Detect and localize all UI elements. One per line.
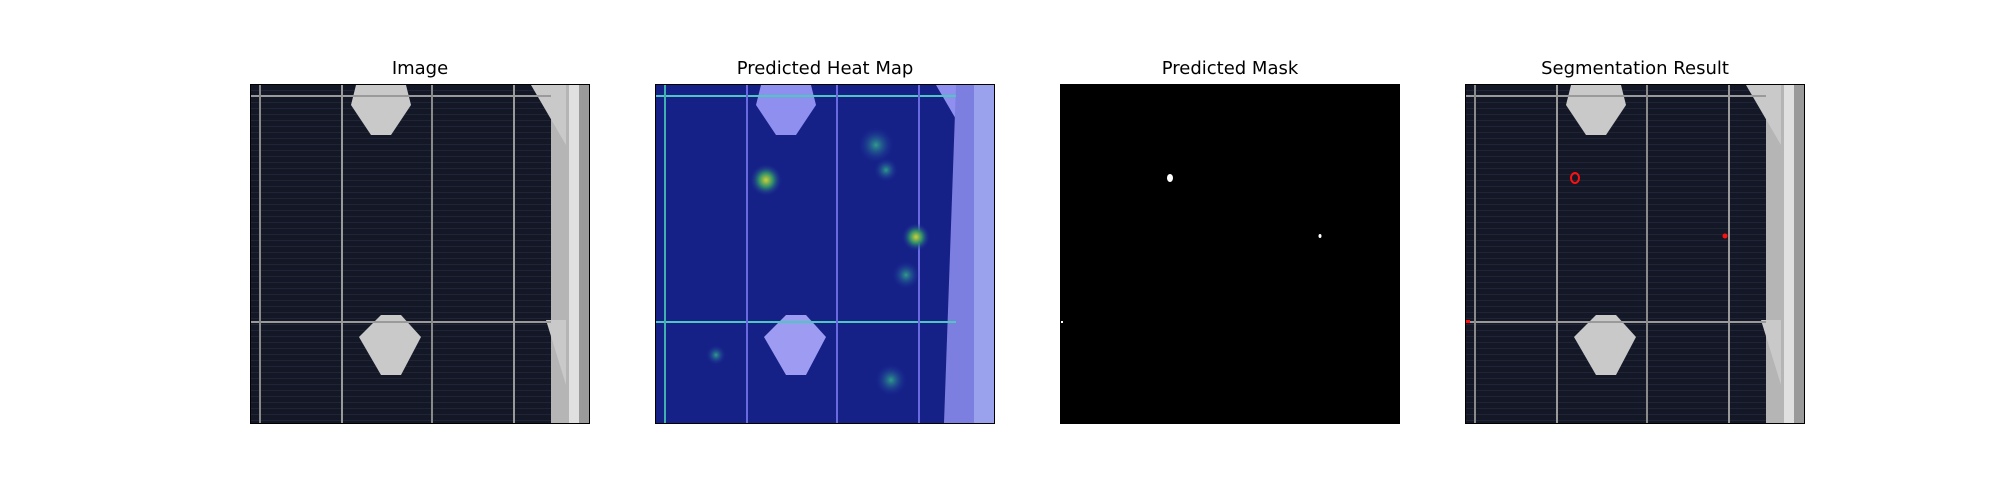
mask-blob	[1061, 321, 1063, 323]
predicted-mask-svg	[1061, 85, 1399, 423]
predicted-mask	[1060, 84, 1400, 424]
segmentation-result	[1465, 84, 1805, 424]
heat-map-svg	[656, 85, 994, 423]
solar-cell-image-svg	[251, 85, 589, 423]
defect-outline	[1570, 172, 1580, 184]
panel-title-mask: Predicted Mask	[1161, 58, 1299, 79]
solar-cell-image	[250, 84, 590, 424]
heat-map	[655, 84, 995, 424]
panel-title-image: Image	[391, 58, 449, 79]
segmentation-result-svg	[1466, 85, 1804, 423]
defect-outline	[1722, 233, 1728, 239]
panel-title-heatmap: Predicted Heat Map	[736, 58, 914, 79]
defect-outline	[1466, 320, 1470, 323]
mask-blob	[1167, 174, 1173, 182]
mask-blob	[1318, 234, 1322, 238]
panel-title-segmentation: Segmentation Result	[1541, 58, 1729, 79]
